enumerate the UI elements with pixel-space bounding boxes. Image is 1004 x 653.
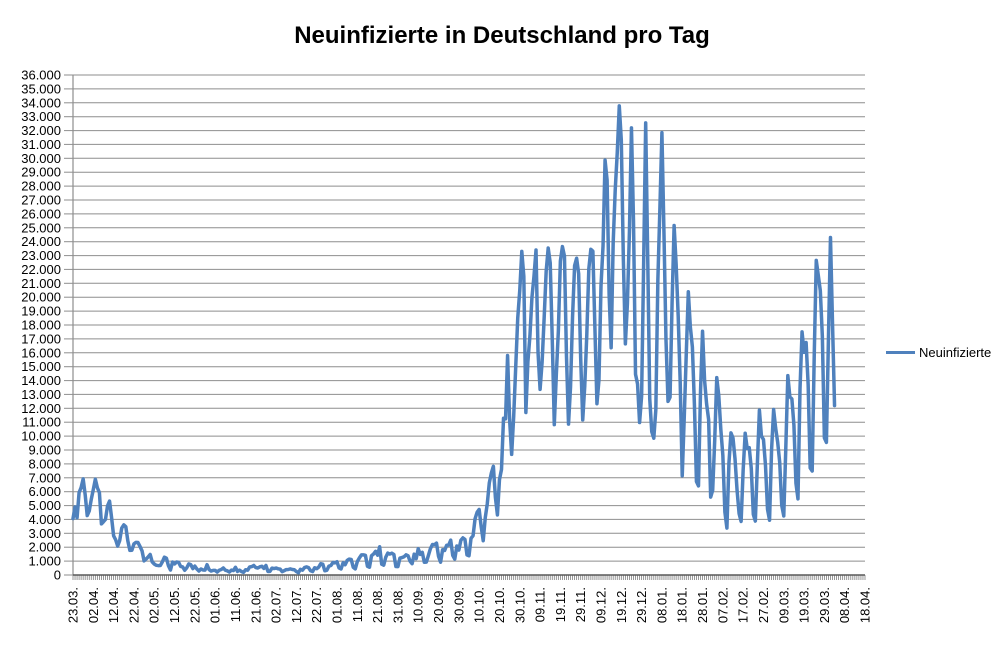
svg-text:23.03.: 23.03. bbox=[66, 587, 81, 623]
svg-text:11.000: 11.000 bbox=[22, 415, 61, 430]
svg-text:27.02.: 27.02. bbox=[756, 587, 771, 623]
svg-text:23.000: 23.000 bbox=[21, 248, 61, 263]
svg-text:19.03.: 19.03. bbox=[797, 587, 812, 623]
svg-text:21.000: 21.000 bbox=[21, 276, 61, 291]
svg-text:20.000: 20.000 bbox=[21, 290, 61, 305]
svg-text:18.04.: 18.04. bbox=[858, 587, 873, 623]
svg-text:14.000: 14.000 bbox=[21, 373, 61, 388]
x-tick-labels: 23.03. 02.04. 12.04. 22.04. 02.05. 12.05. 22.0… bbox=[66, 587, 873, 623]
svg-text:7.000: 7.000 bbox=[28, 470, 61, 485]
svg-text:09.03.: 09.03. bbox=[776, 587, 791, 623]
svg-text:21.06.: 21.06. bbox=[248, 587, 263, 623]
svg-text:22.05.: 22.05. bbox=[187, 587, 202, 623]
svg-text:31.08.: 31.08. bbox=[390, 587, 405, 623]
svg-text:0: 0 bbox=[54, 568, 61, 583]
svg-text:09.11.: 09.11. bbox=[533, 587, 548, 622]
svg-text:9.000: 9.000 bbox=[28, 443, 61, 458]
svg-text:17.000: 17.000 bbox=[21, 331, 61, 346]
y-tick-labels: 01.0002.0003.0004.0005.0006.0007.0008.00… bbox=[21, 68, 61, 583]
svg-text:11.08.: 11.08. bbox=[350, 587, 365, 622]
svg-text:01.06.: 01.06. bbox=[208, 587, 223, 623]
svg-text:31.000: 31.000 bbox=[21, 137, 61, 152]
svg-text:12.000: 12.000 bbox=[21, 401, 61, 416]
svg-text:02.04.: 02.04. bbox=[86, 587, 101, 623]
svg-text:30.000: 30.000 bbox=[21, 151, 61, 166]
svg-text:12.05.: 12.05. bbox=[167, 587, 182, 623]
svg-text:08.04.: 08.04. bbox=[837, 587, 852, 623]
svg-text:19.000: 19.000 bbox=[21, 304, 61, 319]
svg-text:28.01.: 28.01. bbox=[695, 587, 710, 623]
x-axis-ticks bbox=[72, 575, 866, 580]
svg-text:29.000: 29.000 bbox=[21, 165, 61, 180]
svg-text:08.01.: 08.01. bbox=[654, 587, 669, 623]
svg-text:29.11.: 29.11. bbox=[573, 587, 588, 622]
svg-text:09.12.: 09.12. bbox=[594, 587, 609, 623]
svg-text:20.10.: 20.10. bbox=[492, 587, 507, 623]
svg-text:22.07.: 22.07. bbox=[309, 587, 324, 623]
svg-text:11.06.: 11.06. bbox=[228, 587, 243, 622]
svg-text:10.10.: 10.10. bbox=[472, 587, 487, 623]
svg-text:36.000: 36.000 bbox=[21, 68, 61, 83]
svg-text:29.12.: 29.12. bbox=[634, 587, 649, 623]
svg-text:35.000: 35.000 bbox=[21, 81, 61, 96]
svg-text:02.05.: 02.05. bbox=[147, 587, 162, 623]
svg-text:6.000: 6.000 bbox=[28, 484, 61, 499]
svg-text:25.000: 25.000 bbox=[21, 220, 61, 235]
svg-text:29.03.: 29.03. bbox=[817, 587, 832, 623]
svg-text:07.02.: 07.02. bbox=[715, 587, 730, 623]
svg-text:15.000: 15.000 bbox=[21, 359, 61, 374]
svg-text:18.01.: 18.01. bbox=[675, 587, 690, 623]
svg-text:4.000: 4.000 bbox=[28, 512, 61, 527]
svg-text:10.09.: 10.09. bbox=[411, 587, 426, 623]
series-line-neuinfizierte bbox=[71, 104, 837, 575]
svg-text:3.000: 3.000 bbox=[28, 526, 61, 541]
svg-text:17.02.: 17.02. bbox=[736, 587, 751, 623]
svg-text:22.000: 22.000 bbox=[21, 262, 61, 277]
svg-text:5.000: 5.000 bbox=[28, 498, 61, 513]
svg-text:16.000: 16.000 bbox=[21, 345, 61, 360]
svg-text:19.11.: 19.11. bbox=[553, 587, 568, 622]
svg-text:30.09.: 30.09. bbox=[451, 587, 466, 623]
svg-text:33.000: 33.000 bbox=[21, 109, 61, 124]
svg-text:30.10.: 30.10. bbox=[512, 587, 527, 623]
svg-text:13.000: 13.000 bbox=[21, 387, 61, 402]
svg-text:18.000: 18.000 bbox=[21, 318, 61, 333]
y-gridlines bbox=[64, 74, 865, 576]
svg-text:8.000: 8.000 bbox=[28, 456, 61, 471]
svg-text:21.08.: 21.08. bbox=[370, 587, 385, 623]
svg-text:12.04.: 12.04. bbox=[106, 587, 121, 623]
svg-text:32.000: 32.000 bbox=[21, 123, 61, 138]
svg-text:24.000: 24.000 bbox=[21, 234, 61, 249]
legend: Neuinfizierte bbox=[886, 344, 992, 360]
legend-line-swatch bbox=[886, 350, 915, 354]
chart-title: Neuinfizierte in Deutschland pro Tag bbox=[294, 22, 710, 49]
svg-text:19.12.: 19.12. bbox=[614, 587, 629, 623]
svg-text:26.000: 26.000 bbox=[21, 206, 61, 221]
legend-label: Neuinfizierte bbox=[919, 344, 992, 360]
svg-text:12.07.: 12.07. bbox=[289, 587, 304, 623]
svg-text:22.04.: 22.04. bbox=[126, 587, 141, 623]
svg-text:2.000: 2.000 bbox=[28, 540, 61, 555]
svg-text:28.000: 28.000 bbox=[21, 179, 61, 194]
svg-text:02.07.: 02.07. bbox=[269, 587, 284, 623]
svg-text:1.000: 1.000 bbox=[28, 554, 61, 569]
svg-text:10.000: 10.000 bbox=[21, 429, 61, 444]
svg-text:20.09.: 20.09. bbox=[431, 587, 446, 623]
svg-text:34.000: 34.000 bbox=[21, 95, 61, 110]
svg-text:01.08.: 01.08. bbox=[330, 587, 345, 623]
svg-text:27.000: 27.000 bbox=[21, 193, 61, 208]
